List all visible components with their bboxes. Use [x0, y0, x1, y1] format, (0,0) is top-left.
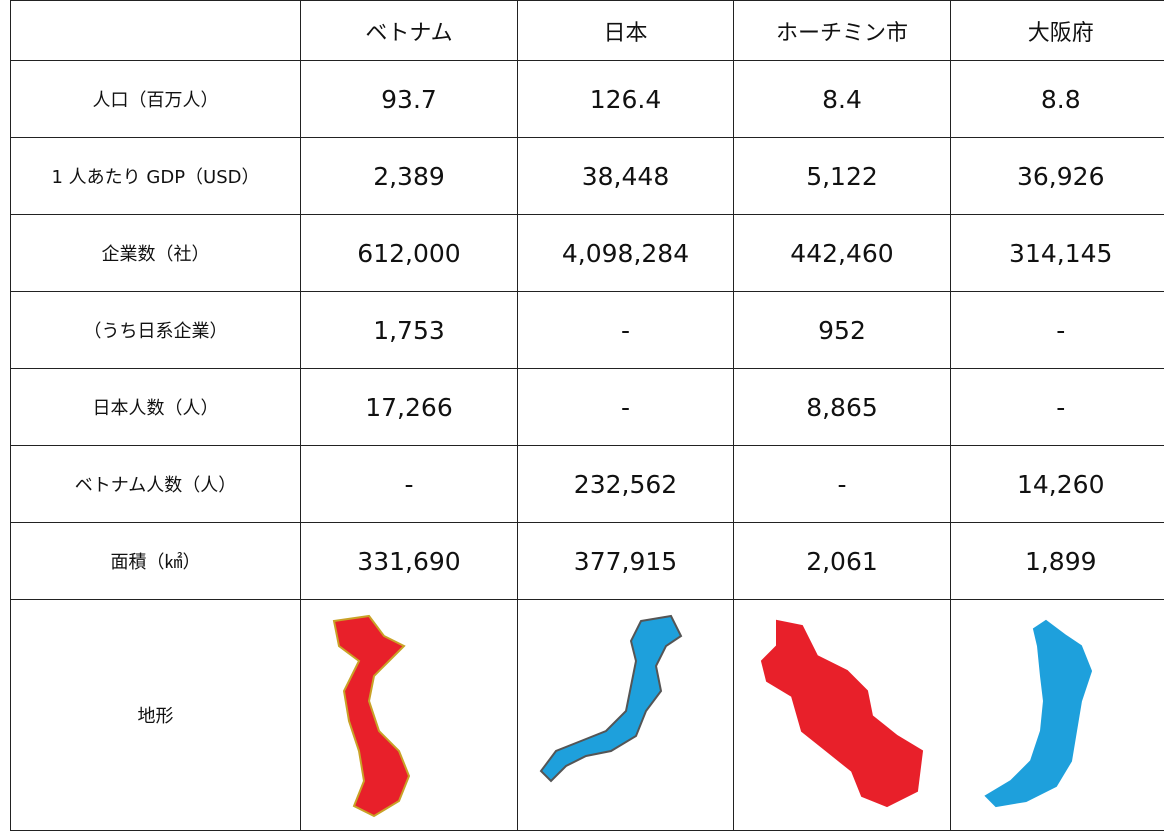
map-shape	[984, 619, 1092, 807]
map-cell	[950, 599, 1164, 831]
data-row: 人口（百万人） 93.7 126.4 8.4 8.8	[10, 60, 1164, 138]
cell-value: -	[300, 445, 518, 523]
map-cell	[733, 599, 951, 831]
cell-value: -	[517, 368, 734, 446]
map-shape	[760, 619, 924, 807]
cell-value: 377,915	[517, 522, 734, 600]
cell-value: 2,061	[733, 522, 951, 600]
row-label: 人口（百万人）	[10, 60, 301, 138]
data-row: （うち日系企業） 1,753-952-	[10, 291, 1164, 369]
cell-value: 38,448	[517, 137, 734, 215]
row-label: 面積（㎢）	[10, 522, 301, 600]
cell-value: 331,690	[300, 522, 518, 600]
map-icon	[984, 619, 1092, 807]
data-row: 日本人数（人） 17,266-8,865-	[10, 368, 1164, 446]
table-body: ベトナム 日本 ホーチミン市 大阪府 人口（百万人） 93.7 126.4 8.4 8.8 1 人…	[10, 0, 1164, 831]
header-row: ベトナム 日本 ホーチミン市 大阪府	[10, 0, 1164, 61]
map-cell	[517, 599, 734, 831]
row-label: ベトナム人数（人）	[10, 445, 301, 523]
cell-value: 17,266	[300, 368, 518, 446]
column-header: 大阪府	[950, 0, 1164, 61]
cell-value: -	[517, 291, 734, 369]
column-header: ベトナム	[300, 0, 518, 61]
corner-cell	[10, 0, 301, 61]
cell-value: 126.4	[517, 60, 734, 138]
cell-value: 952	[733, 291, 951, 369]
cell-value: 8.4	[733, 60, 951, 138]
cell-value: -	[950, 368, 1164, 446]
row-label: （うち日系企業）	[10, 291, 301, 369]
cell-value: 8,865	[733, 368, 951, 446]
terrain-row: 地形	[10, 599, 1164, 831]
row-label: 地形	[10, 599, 301, 831]
cell-value: 36,926	[950, 137, 1164, 215]
row-label: 日本人数（人）	[10, 368, 301, 446]
cell-value: 14,260	[950, 445, 1164, 523]
cell-value: -	[733, 445, 951, 523]
cell-value: 2,389	[300, 137, 518, 215]
map-icon	[332, 614, 411, 817]
data-row: 1 人あたり GDP（USD） 2,389 38,448 5,122 36,926	[10, 137, 1164, 215]
cell-value: 8.8	[950, 60, 1164, 138]
cell-value: 4,098,284	[517, 214, 734, 292]
map-shape	[539, 614, 682, 782]
cell-value: 93.7	[300, 60, 518, 138]
cell-value: 314,145	[950, 214, 1164, 292]
map-icon	[760, 619, 924, 807]
cell-value: 1,899	[950, 522, 1164, 600]
map-icon	[539, 614, 682, 782]
map-cell	[300, 599, 518, 831]
cell-value: 232,562	[517, 445, 734, 523]
cell-value: 612,000	[300, 214, 518, 292]
column-header: ホーチミン市	[733, 0, 951, 61]
comparison-table: ベトナム 日本 ホーチミン市 大阪府 人口（百万人） 93.7 126.4 8.4 8.8 1 人…	[10, 0, 1164, 831]
cell-value: 442,460	[733, 214, 951, 292]
row-label: 企業数（社）	[10, 214, 301, 292]
data-row: 企業数（社） 612,000 4,098,284 442,460 314,145	[10, 214, 1164, 292]
data-row: ベトナム人数（人） -232,562-14,260	[10, 445, 1164, 523]
cell-value: 1,753	[300, 291, 518, 369]
column-header: 日本	[517, 0, 734, 61]
row-label: 1 人あたり GDP（USD）	[10, 137, 301, 215]
cell-value: -	[950, 291, 1164, 369]
data-row: 面積（㎢） 331,690 377,915 2,061 1,899	[10, 522, 1164, 600]
cell-value: 5,122	[733, 137, 951, 215]
map-shape	[332, 614, 411, 817]
